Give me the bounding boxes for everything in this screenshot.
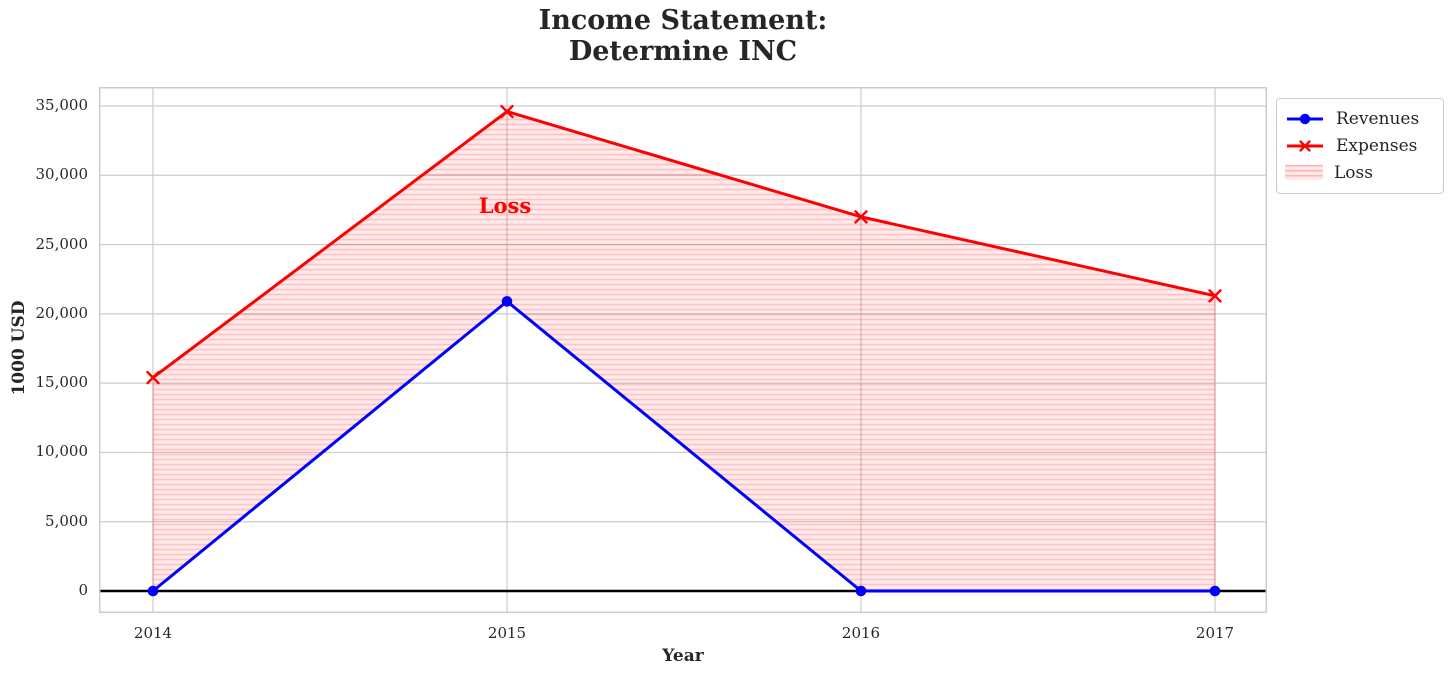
y-axis-label: 1000 USD — [9, 300, 29, 396]
chart-title-line1: Income Statement: — [538, 5, 828, 36]
y-tick-label: 30,000 — [35, 165, 89, 184]
x-tick-label: 2016 — [841, 624, 881, 642]
legend-item-loss: Loss — [1285, 159, 1433, 186]
y-tick-label: 0 — [78, 581, 88, 599]
y-tick-label: 10,000 — [35, 442, 89, 461]
x-tick-label: 2017 — [1195, 624, 1235, 642]
x-axis-label: Year — [662, 646, 704, 666]
y-tick-label: 5,000 — [45, 511, 88, 530]
revenues-line-icon — [1287, 113, 1323, 124]
legend-item-revenues: Revenues — [1285, 105, 1433, 132]
chart-plot-area — [99, 87, 1267, 613]
expenses-line-icon — [1287, 139, 1323, 152]
legend-label-expenses: Expenses — [1336, 135, 1418, 156]
legend-label-revenues: Revenues — [1336, 108, 1420, 129]
x-tick-label: 2015 — [487, 624, 527, 642]
legend-label-loss: Loss — [1334, 162, 1373, 183]
y-tick-label: 20,000 — [35, 303, 89, 322]
x-tick-label: 2014 — [133, 624, 173, 642]
y-tick-label: 25,000 — [35, 234, 89, 253]
loss-hatch-swatch-icon — [1285, 165, 1323, 180]
loss-annotation: Loss — [478, 193, 532, 218]
y-tick-label: 35,000 — [35, 96, 89, 114]
legend: Revenues Expenses Loss — [1276, 98, 1444, 194]
chart-title: Income Statement: Determine INC — [99, 5, 1267, 67]
legend-item-expenses: Expenses — [1285, 132, 1433, 159]
y-tick-label: 15,000 — [35, 373, 89, 392]
chart-title-line2: Determine INC — [568, 36, 798, 67]
